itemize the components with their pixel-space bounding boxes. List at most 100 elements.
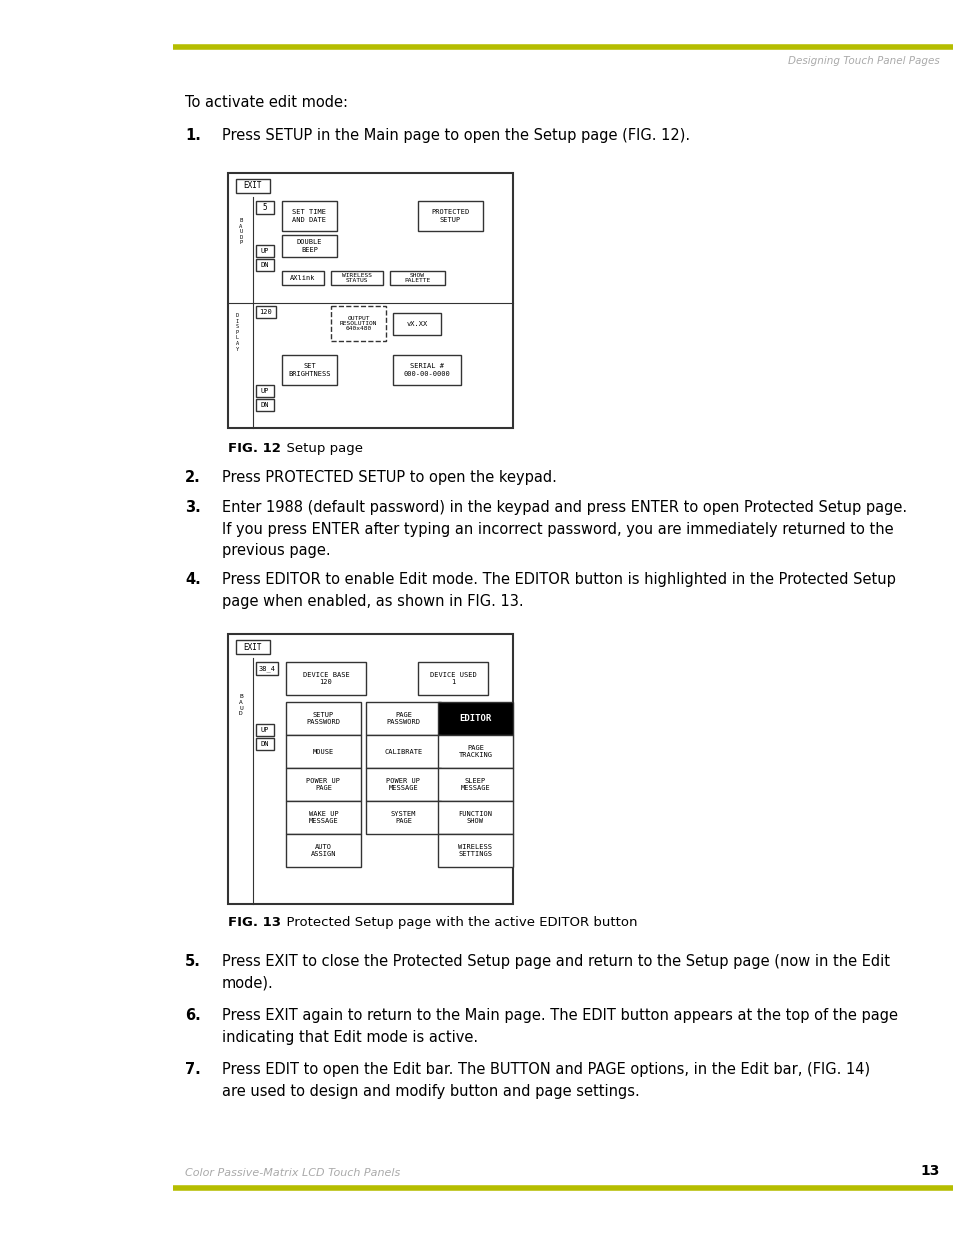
Text: 120: 120 — [259, 309, 273, 315]
Text: POWER UP
MESSAGE: POWER UP MESSAGE — [386, 778, 420, 790]
Text: AXlink: AXlink — [290, 275, 315, 282]
Text: vX.XX: vX.XX — [406, 321, 427, 327]
Bar — [286, 768, 360, 802]
Text: PAGE
TRACKING: PAGE TRACKING — [458, 745, 492, 758]
Text: 5.: 5. — [185, 953, 201, 969]
Text: Press EDIT to open the Edit bar. The BUTTON and PAGE options, in the Edit bar, (: Press EDIT to open the Edit bar. The BUT… — [222, 1062, 869, 1099]
Bar — [437, 768, 513, 802]
Bar — [366, 735, 440, 768]
Text: FUNCTION
SHOW: FUNCTION SHOW — [458, 811, 492, 824]
Text: FIG. 13: FIG. 13 — [228, 916, 281, 929]
Bar — [255, 724, 274, 736]
Text: UP: UP — [260, 248, 269, 254]
Text: Color Passive-Matrix LCD Touch Panels: Color Passive-Matrix LCD Touch Panels — [185, 1168, 400, 1178]
Text: Press EXIT to close the Protected Setup page and return to the Setup page (now i: Press EXIT to close the Protected Setup … — [222, 953, 889, 990]
Text: EXIT: EXIT — [244, 182, 262, 190]
Text: AUTO
ASSIGN: AUTO ASSIGN — [311, 844, 335, 857]
Text: 2.: 2. — [185, 471, 200, 485]
Text: CALIBRATE: CALIBRATE — [384, 748, 422, 755]
Bar — [235, 640, 270, 655]
Text: SET TIME
AND DATE: SET TIME AND DATE — [293, 210, 326, 222]
Bar — [437, 802, 513, 834]
Bar — [331, 306, 386, 341]
Text: 3.: 3. — [185, 500, 200, 515]
Bar — [228, 173, 513, 429]
Text: PAGE
PASSWORD: PAGE PASSWORD — [386, 713, 420, 725]
Bar — [417, 201, 482, 231]
Text: DN: DN — [260, 403, 269, 408]
Bar — [366, 768, 440, 802]
Text: To activate edit mode:: To activate edit mode: — [185, 95, 348, 110]
Text: 4.: 4. — [185, 572, 200, 587]
Text: FIG. 12: FIG. 12 — [228, 442, 280, 454]
Text: DEVICE BASE
120: DEVICE BASE 120 — [302, 672, 349, 685]
Text: UP: UP — [260, 727, 269, 734]
Text: SYSTEM
PAGE: SYSTEM PAGE — [391, 811, 416, 824]
Text: SETUP
PASSWORD: SETUP PASSWORD — [306, 713, 340, 725]
Bar — [390, 270, 444, 285]
Bar — [255, 201, 274, 214]
Bar — [331, 270, 382, 285]
Text: Press EXIT again to return to the Main page. The EDIT button appears at the top : Press EXIT again to return to the Main p… — [222, 1008, 897, 1045]
Bar — [393, 354, 460, 385]
Bar — [282, 270, 324, 285]
Bar — [417, 662, 488, 695]
Text: Setup page: Setup page — [277, 442, 363, 454]
Bar — [255, 399, 274, 411]
Bar — [255, 385, 274, 396]
Bar — [282, 201, 336, 231]
Text: B
A
U
D: B A U D — [239, 694, 243, 716]
Bar — [286, 701, 360, 735]
Text: 6.: 6. — [185, 1008, 200, 1023]
Bar — [255, 739, 274, 750]
Text: D
I
S
P
L
A
Y: D I S P L A Y — [235, 312, 238, 352]
Text: PROTECTED
SETUP: PROTECTED SETUP — [431, 210, 469, 222]
Text: 13: 13 — [920, 1165, 939, 1178]
Text: WIRELESS
SETTINGS: WIRELESS SETTINGS — [458, 844, 492, 857]
Text: SET
BRIGHTNESS: SET BRIGHTNESS — [288, 363, 331, 377]
Text: Designing Touch Panel Pages: Designing Touch Panel Pages — [787, 56, 939, 65]
Bar — [255, 245, 274, 257]
Text: Protected Setup page with the active EDITOR button: Protected Setup page with the active EDI… — [277, 916, 637, 929]
Bar — [286, 735, 360, 768]
Bar — [255, 306, 275, 317]
Bar — [286, 802, 360, 834]
Bar — [437, 834, 513, 867]
Bar — [286, 662, 366, 695]
Text: POWER UP
PAGE: POWER UP PAGE — [306, 778, 340, 790]
Text: Press SETUP in the Main page to open the Setup page (FIG. 12).: Press SETUP in the Main page to open the… — [222, 128, 689, 143]
Bar — [286, 834, 360, 867]
Bar — [393, 312, 440, 335]
Text: SHOW
PALETTE: SHOW PALETTE — [404, 273, 430, 283]
Text: DEVICE USED
1: DEVICE USED 1 — [429, 672, 476, 685]
Text: B
A
U
D
P: B A U D P — [239, 219, 242, 246]
Text: EXIT: EXIT — [244, 642, 262, 652]
Text: Enter 1988 (default password) in the keypad and press ENTER to open Protected Se: Enter 1988 (default password) in the key… — [222, 500, 906, 558]
Text: 5: 5 — [262, 203, 267, 212]
Bar — [255, 259, 274, 270]
Text: UP: UP — [260, 388, 269, 394]
Text: WAKE UP
MESSAGE: WAKE UP MESSAGE — [309, 811, 338, 824]
Text: MOUSE: MOUSE — [313, 748, 334, 755]
Text: 38_4: 38_4 — [258, 666, 275, 672]
Text: 7.: 7. — [185, 1062, 200, 1077]
Bar — [228, 634, 513, 904]
Bar — [437, 701, 513, 735]
Bar — [255, 662, 277, 676]
Text: SERIAL #
000-00-0000: SERIAL # 000-00-0000 — [403, 363, 450, 377]
Bar — [366, 802, 440, 834]
Text: 1.: 1. — [185, 128, 201, 143]
Bar — [282, 235, 336, 257]
Text: DN: DN — [260, 741, 269, 747]
Text: DOUBLE
BEEP: DOUBLE BEEP — [296, 240, 322, 252]
Bar — [366, 701, 440, 735]
Bar — [235, 179, 270, 193]
Text: Press EDITOR to enable Edit mode. The EDITOR button is highlighted in the Protec: Press EDITOR to enable Edit mode. The ED… — [222, 572, 895, 609]
Text: DN: DN — [260, 262, 269, 268]
Bar — [437, 735, 513, 768]
Text: EDITOR: EDITOR — [459, 714, 491, 722]
Bar — [282, 354, 336, 385]
Text: OUTPUT
RESOLUTION
640x480: OUTPUT RESOLUTION 640x480 — [339, 316, 376, 331]
Text: Press PROTECTED SETUP to open the keypad.: Press PROTECTED SETUP to open the keypad… — [222, 471, 557, 485]
Text: WIRELESS
STATUS: WIRELESS STATUS — [341, 273, 372, 283]
